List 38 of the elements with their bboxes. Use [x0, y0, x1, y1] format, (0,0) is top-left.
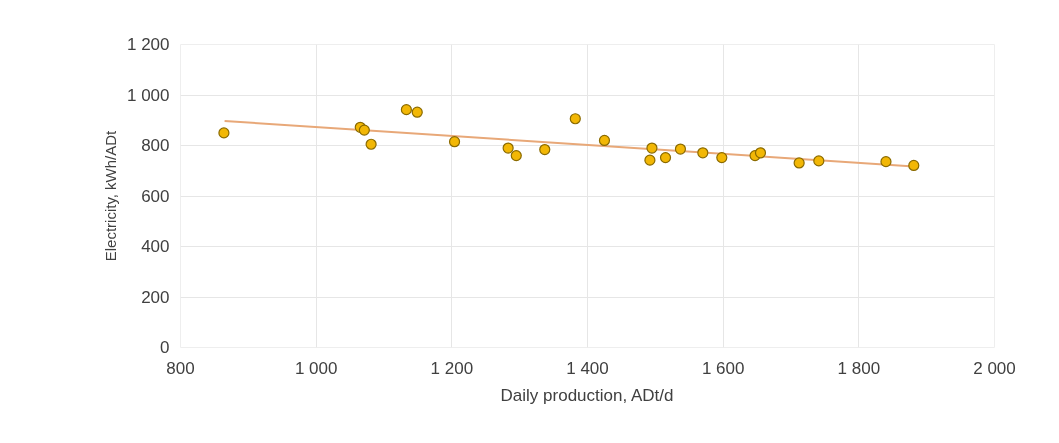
x-tick-label: 1 800	[837, 358, 881, 378]
point	[716, 152, 728, 164]
point	[908, 159, 920, 172]
point	[502, 142, 514, 154]
y-axis-title: Electricity, kWh/ADt	[101, 129, 119, 262]
point	[569, 113, 581, 125]
point	[813, 155, 825, 167]
y-tick-label: 0	[160, 338, 170, 357]
y-tick-label: 1 200	[126, 35, 170, 54]
x-tick-label: 1 600	[701, 358, 745, 378]
y-tick-label: 600	[141, 186, 170, 206]
point	[358, 124, 370, 136]
point	[510, 150, 522, 162]
y-tick-label: 400	[141, 237, 170, 256]
point	[793, 157, 805, 169]
point	[448, 136, 461, 148]
point	[598, 134, 611, 147]
x-tick-label: 1 000	[294, 358, 338, 378]
point	[411, 106, 423, 118]
point	[674, 143, 687, 155]
point	[697, 147, 709, 159]
point	[644, 154, 656, 166]
point	[539, 143, 551, 156]
point	[400, 104, 412, 116]
point	[646, 142, 658, 154]
x-tick-label: 2 000	[973, 358, 1016, 378]
y-tick-label: 1 000	[126, 85, 170, 105]
x-tick-label: 1 200	[430, 358, 474, 378]
y-tick-label: 800	[141, 136, 170, 155]
x-tick-label: 800	[166, 358, 195, 378]
point	[880, 156, 892, 168]
point	[754, 147, 767, 159]
point	[218, 127, 230, 139]
point	[659, 152, 672, 164]
y-tick-label: 200	[141, 287, 170, 307]
x-axis-title: Daily production, ADt/d	[500, 385, 674, 405]
point	[365, 138, 377, 150]
x-tick-label: 1 400	[566, 358, 609, 378]
